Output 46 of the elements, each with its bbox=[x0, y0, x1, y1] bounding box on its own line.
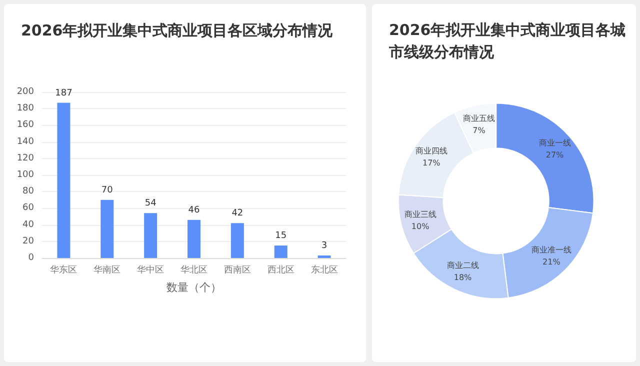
x-tick-label: 东北区 bbox=[310, 264, 338, 276]
slice-label: 商业三线 bbox=[404, 210, 436, 219]
y-tick-label: 20 bbox=[22, 236, 34, 246]
y-tick-label: 180 bbox=[16, 104, 34, 114]
bar bbox=[274, 246, 288, 258]
data-label: 42 bbox=[232, 208, 244, 219]
x-tick-label: 华南区 bbox=[94, 264, 121, 276]
slice-label: 商业准一线 bbox=[531, 246, 572, 255]
slice-label: 商业五线 bbox=[463, 114, 496, 124]
y-tick-label: 140 bbox=[16, 136, 34, 147]
slice-label: 商业一线 bbox=[538, 138, 571, 148]
x-tick-label: 华中区 bbox=[137, 264, 164, 276]
y-tick-label: 200 bbox=[16, 87, 34, 97]
data-label: 54 bbox=[144, 198, 157, 209]
data-label: 17% bbox=[422, 158, 441, 168]
data-label: 46 bbox=[188, 205, 200, 216]
chart-title: 2026年拟开业集中式商业项目各区域分布情况 bbox=[21, 22, 334, 40]
y-tick-label: 40 bbox=[22, 220, 34, 230]
data-label: 10% bbox=[411, 222, 430, 231]
x-tick-label: 华北区 bbox=[180, 264, 208, 276]
data-label: 70 bbox=[101, 185, 114, 196]
data-label: 18% bbox=[454, 273, 472, 282]
y-tick-label: 100 bbox=[16, 170, 34, 180]
y-tick-label: 60 bbox=[22, 203, 34, 214]
slice-label: 商业二线 bbox=[446, 261, 479, 270]
x-tick-label: 西北区 bbox=[267, 264, 294, 276]
data-label: 21% bbox=[542, 258, 561, 267]
bar bbox=[144, 213, 158, 258]
bar bbox=[100, 200, 114, 258]
chart-title: 2026年拟开业集中式商业项目各城市线级分布情况 bbox=[388, 21, 626, 61]
bar bbox=[57, 102, 70, 258]
x-tick-label: 西南区 bbox=[224, 264, 251, 276]
data-label: 15 bbox=[275, 231, 287, 242]
bar bbox=[188, 220, 200, 258]
y-tick-label: 80 bbox=[22, 186, 34, 197]
x-tick-label: 华东区 bbox=[50, 264, 78, 276]
data-label: 7% bbox=[472, 126, 486, 136]
y-tick-label: 0 bbox=[28, 253, 34, 263]
y-tick-label: 120 bbox=[16, 153, 34, 164]
y-tick-label: 160 bbox=[16, 120, 34, 130]
data-label: 27% bbox=[546, 150, 564, 160]
slice-label: 商业四线 bbox=[415, 146, 448, 156]
bar bbox=[230, 223, 244, 258]
data-label: 187 bbox=[55, 88, 72, 98]
x-axis-title: 数量（个） bbox=[166, 281, 222, 294]
data-label: 3 bbox=[321, 241, 328, 252]
